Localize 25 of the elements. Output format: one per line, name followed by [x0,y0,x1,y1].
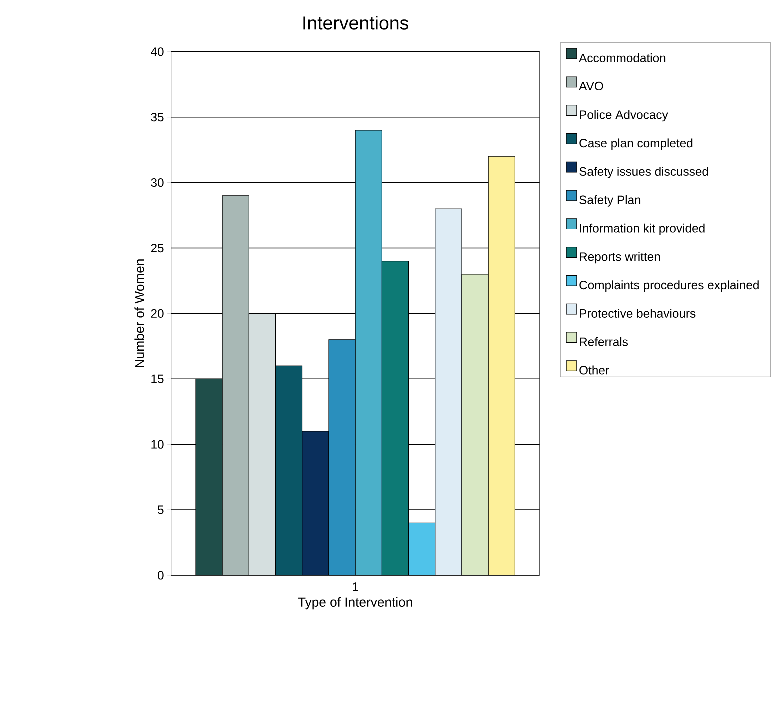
y-tick-label: 40 [151,48,164,56]
legend-label: Safety issues discussed [580,167,708,179]
y-tick-label: 5 [158,506,164,514]
y-tick-label: 20 [151,310,164,318]
y-axis-title: Number of Women [134,260,144,368]
legend-label: Other [580,366,610,375]
legend-label: Protective behaviours [580,309,696,318]
legend-label: Reports written [580,252,660,264]
y-tick-label: 30 [151,178,164,188]
legend-label: Accommodation [579,54,666,63]
legend-label: AVO [579,82,604,91]
y-tick-label: 25 [151,244,164,253]
y-tick-label: 10 [152,440,164,450]
legend-label: Complaints procedures explained [580,280,759,292]
legend-label: Referrals [580,338,628,346]
x-tick-label: 1 [353,582,358,592]
x-axis-title: Type of Intervention [298,598,412,610]
chart-title: Interventions [304,16,409,30]
y-tick-label: 0 [158,571,164,580]
legend-label: Case plan completed [580,138,693,150]
y-tick-label: 35 [151,113,164,122]
legend-label: Safety Plan [580,196,641,207]
legend-label: Information kit provided [580,224,705,236]
y-tick-label: 15 [152,375,164,384]
legend-label: Police Advocacy [580,110,668,122]
